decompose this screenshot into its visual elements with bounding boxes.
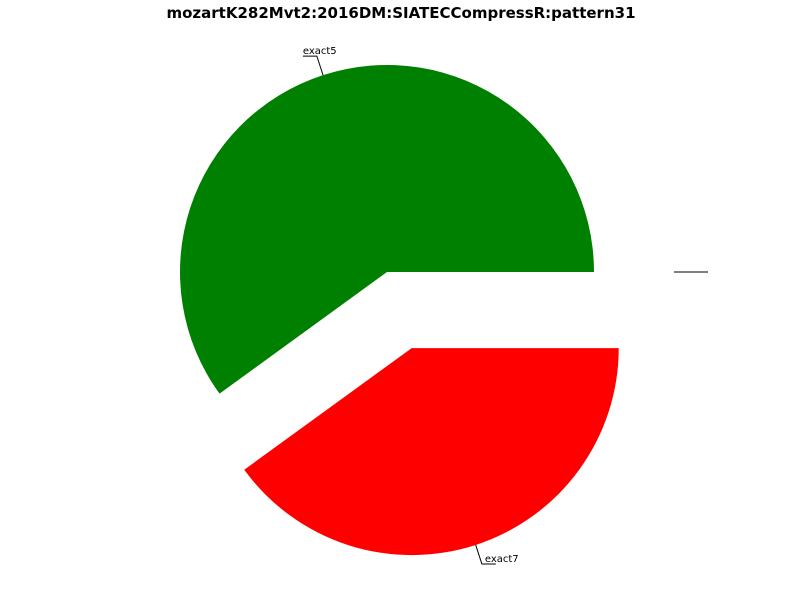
chart-title: mozartK282Mvt2:2016DM:SIATECCompressR:pa… <box>166 4 635 22</box>
leader-line-exact5 <box>302 55 324 76</box>
slice-label-exact5: exact5 <box>303 46 337 57</box>
pie-slices <box>179 65 619 556</box>
slice-label-exact7: exact7 <box>485 554 519 565</box>
pie-labels: exact5 exact7 <box>302 46 708 565</box>
pie-slice-exact7 <box>244 348 619 556</box>
leader-line-exact7 <box>475 544 496 565</box>
pie-slice-exact5 <box>179 65 594 394</box>
